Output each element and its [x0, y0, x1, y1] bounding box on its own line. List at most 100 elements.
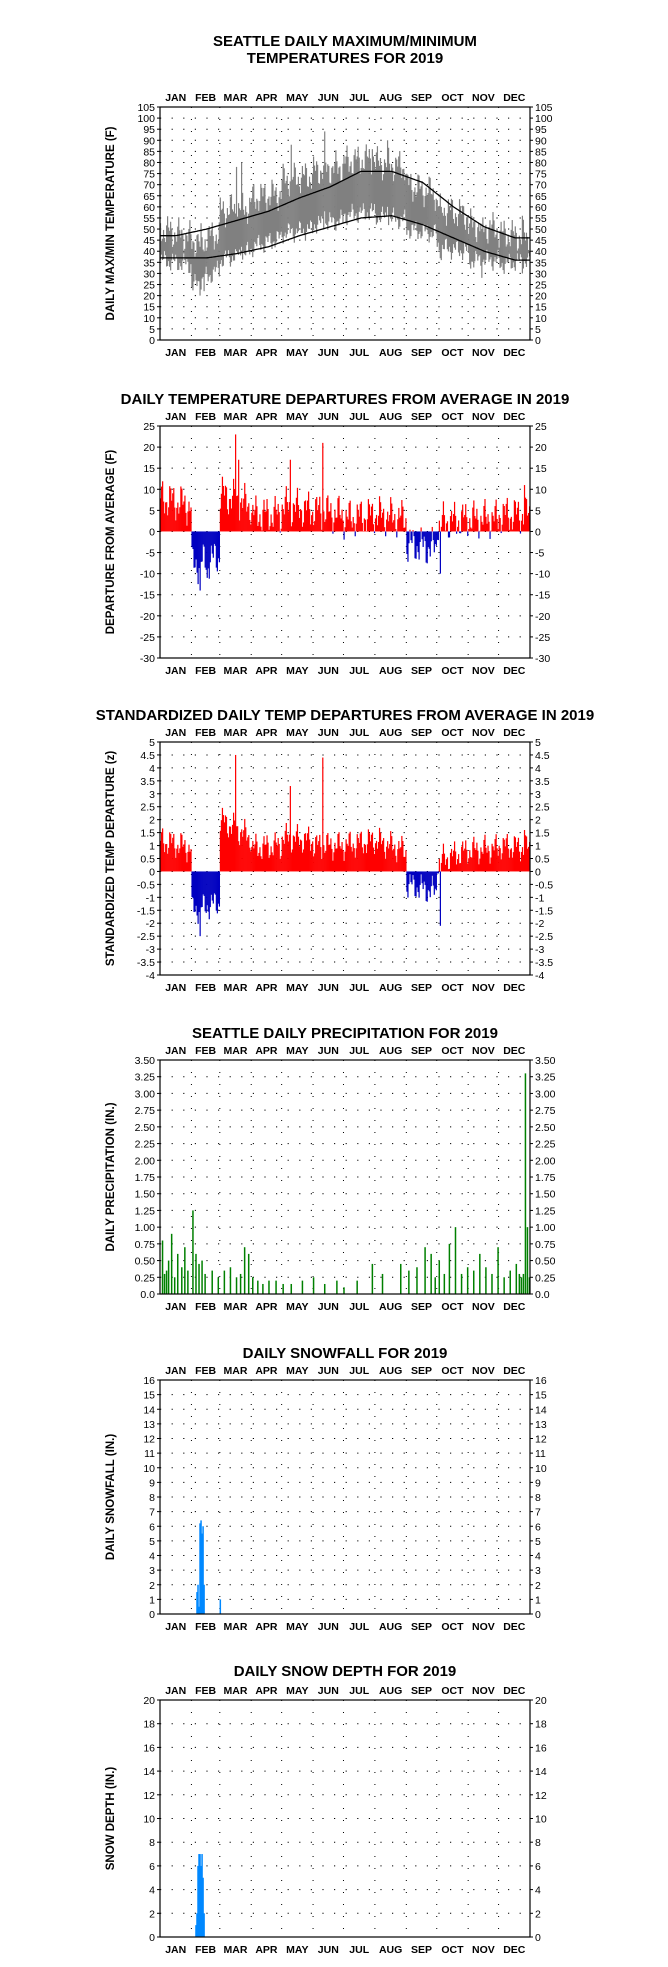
month-label-top: APR [255, 1685, 278, 1697]
departure-bar [429, 871, 431, 898]
departure-bar [413, 531, 415, 537]
departure-bar [392, 522, 394, 532]
departure-bar [363, 518, 365, 532]
y-tick-label-right: 90 [535, 135, 547, 147]
departure-bar [204, 871, 206, 912]
departure-bar [247, 506, 249, 532]
departure-bar [518, 520, 521, 532]
departure-bar [227, 514, 230, 532]
departure-bar [393, 848, 395, 872]
departure-bar [400, 515, 402, 532]
departure-bar [405, 518, 407, 532]
y-tick-label-right: 16 [535, 1375, 547, 1387]
y-tick-label: -2 [146, 918, 155, 930]
y-tick-label-right: 1.50 [535, 1189, 556, 1201]
departure-bar [355, 523, 357, 532]
precip-bar [257, 1280, 259, 1294]
departure-bar [301, 526, 304, 532]
departure-bar [266, 835, 268, 872]
departure-bar [257, 525, 259, 532]
month-label-top: SEP [411, 1365, 432, 1377]
departure-bar [274, 495, 276, 532]
departure-bar [367, 829, 370, 872]
precip-bar [312, 1277, 315, 1294]
snowfall-bar [219, 1599, 222, 1614]
departure-bar [311, 843, 313, 872]
departure-bar [205, 531, 207, 570]
month-label: SEP [411, 1944, 432, 1956]
departure-bar [264, 844, 266, 872]
departure-bar [483, 839, 485, 872]
departure-bar [437, 531, 439, 541]
month-label-top: AUG [379, 1365, 402, 1377]
departure-bar [412, 530, 414, 532]
y-tick-label-right: 65 [535, 191, 547, 203]
departure-bar [513, 836, 515, 872]
month-label-top: AUG [379, 1685, 402, 1697]
departure-bar [245, 827, 247, 872]
departure-bar [342, 520, 344, 532]
month-label: AUG [379, 1621, 402, 1633]
departure-bar [504, 514, 506, 532]
y-tick-label: 40 [143, 246, 155, 258]
y-tick-label: 4 [149, 1885, 155, 1897]
y-tick-label: 10 [143, 484, 155, 496]
departure-bar [420, 871, 422, 875]
y-tick-label: 3 [149, 1565, 155, 1577]
departure-bar [469, 850, 471, 872]
departure-bar [422, 531, 424, 547]
departure-bar [162, 828, 164, 872]
departure-bar [234, 820, 236, 872]
month-label: OCT [441, 347, 464, 359]
snowdepth-bar [200, 1865, 202, 1937]
departure-bar [260, 526, 262, 532]
month-label: JAN [165, 1621, 186, 1633]
departure-bar [527, 512, 530, 532]
departure-bar [319, 496, 321, 532]
month-label: JAN [165, 347, 186, 359]
y-tick-label-right: 75 [535, 169, 547, 181]
departure-bar [524, 835, 527, 872]
departure-bar [188, 844, 190, 872]
departure-bar [270, 514, 272, 532]
month-label: JAN [165, 665, 186, 677]
departure-bar [241, 498, 243, 532]
y-tick-label: 0 [149, 1609, 155, 1621]
y-tick-label: 90 [143, 135, 155, 147]
y-tick-label-right: -0.5 [535, 879, 553, 891]
departure-bar [222, 815, 225, 872]
y-tick-label-right: 3 [535, 789, 541, 801]
departure-bar [223, 822, 226, 872]
departure-bar [418, 871, 420, 898]
departure-bar [258, 521, 260, 532]
month-label-top: MAR [224, 1685, 248, 1697]
departure-bar [498, 845, 500, 872]
departure-bar [451, 521, 454, 532]
chart-marks [195, 1854, 205, 1937]
precip-bar [491, 1273, 493, 1294]
y-tick-label-right: 4.5 [535, 750, 550, 762]
departure-bar [512, 521, 514, 532]
y-tick-label: 100 [137, 113, 155, 125]
departure-bar [346, 843, 348, 872]
departure-bar [369, 515, 372, 532]
y-tick-label: 4 [149, 1551, 155, 1563]
month-label-top: DEC [503, 411, 526, 423]
departure-bar [177, 844, 179, 872]
departure-bar [450, 511, 453, 532]
departure-bar [173, 488, 175, 532]
month-label-top: JUN [318, 1685, 339, 1697]
y-tick-label-right: 30 [535, 268, 547, 280]
departure-bar [362, 853, 364, 872]
departure-bar [503, 839, 505, 872]
y-tick-label-right: 20 [535, 291, 547, 303]
departure-bar [458, 854, 460, 872]
departure-bar [526, 848, 529, 872]
departure-bar [242, 507, 244, 532]
departure-bar [482, 853, 484, 872]
y-tick-label: 0 [149, 866, 155, 878]
departure-bar [384, 851, 386, 872]
departure-bar [335, 848, 337, 872]
departure-bar [259, 514, 261, 532]
